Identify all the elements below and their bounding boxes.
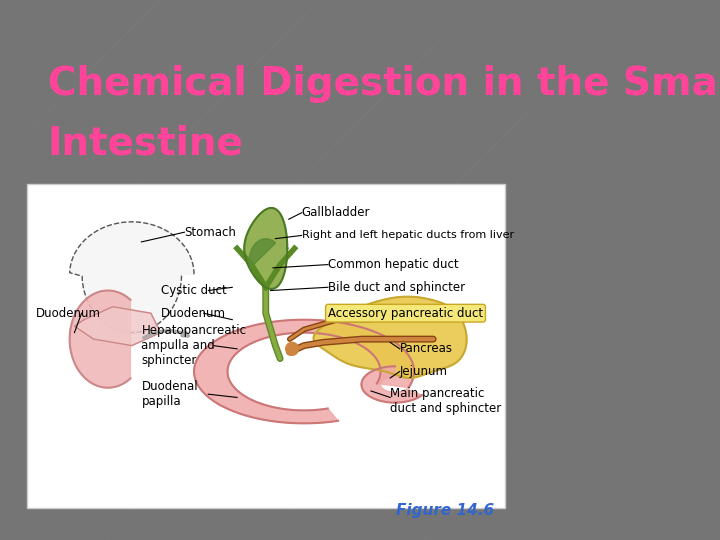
Text: Stomach: Stomach: [184, 226, 236, 239]
Polygon shape: [74, 307, 161, 346]
Polygon shape: [70, 222, 194, 333]
Text: Common hepatic duct: Common hepatic duct: [328, 258, 459, 271]
Text: Intestine: Intestine: [48, 124, 243, 162]
Text: Gallbladder: Gallbladder: [302, 206, 370, 219]
Text: Duodenal
papilla: Duodenal papilla: [141, 380, 198, 408]
Polygon shape: [244, 208, 287, 289]
Text: Duodenum: Duodenum: [161, 307, 225, 320]
Polygon shape: [70, 291, 130, 388]
Text: Right and left hepatic ducts from liver: Right and left hepatic ducts from liver: [302, 231, 514, 240]
Text: Pancreas: Pancreas: [400, 342, 453, 355]
Text: Chemical Digestion in the Small: Chemical Digestion in the Small: [48, 65, 720, 103]
Text: Figure 14.6: Figure 14.6: [396, 503, 495, 518]
Polygon shape: [313, 296, 467, 378]
Text: Main pancreatic
duct and sphincter: Main pancreatic duct and sphincter: [390, 387, 501, 415]
Text: Accessory pancreatic duct: Accessory pancreatic duct: [328, 307, 483, 320]
Text: Cystic duct: Cystic duct: [161, 284, 226, 297]
Polygon shape: [194, 320, 414, 423]
FancyBboxPatch shape: [27, 184, 505, 508]
Circle shape: [286, 342, 299, 355]
Polygon shape: [361, 366, 422, 403]
Polygon shape: [249, 239, 276, 268]
Text: Hepatopancreatic
ampulla and
sphincter: Hepatopancreatic ampulla and sphincter: [141, 324, 246, 367]
Text: Jejunum: Jejunum: [400, 365, 448, 378]
Text: Duodenum: Duodenum: [36, 307, 101, 320]
Text: Bile duct and sphincter: Bile duct and sphincter: [328, 281, 465, 294]
